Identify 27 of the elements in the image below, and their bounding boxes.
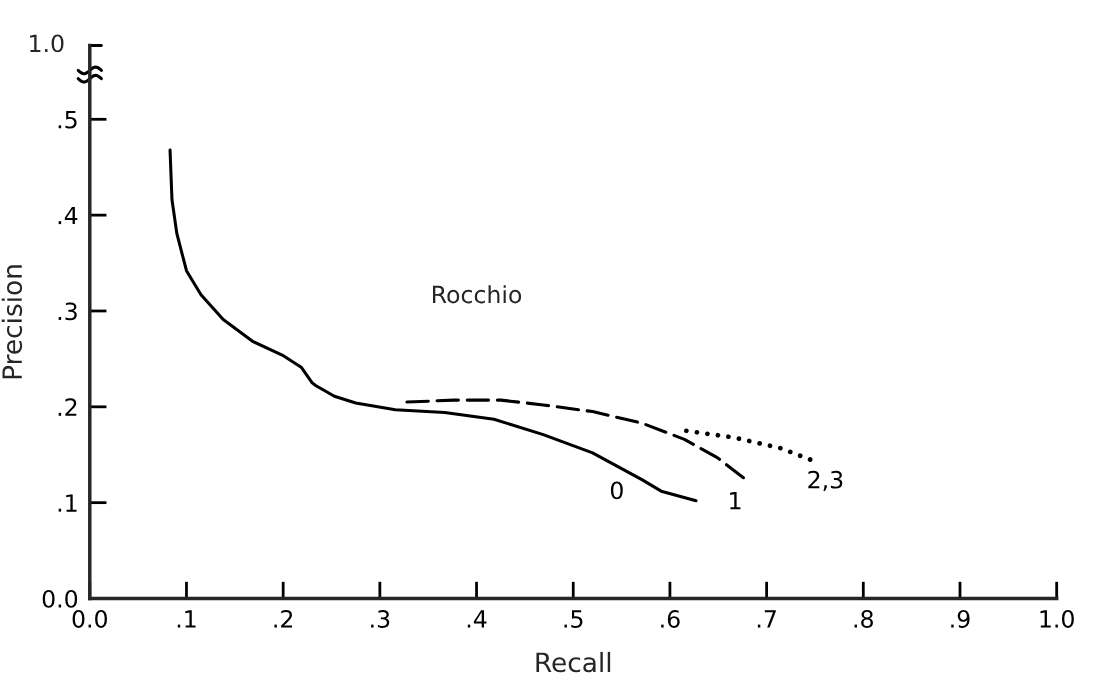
x-tick-label: 0.0: [72, 610, 107, 628]
y-tick-label: .1: [58, 494, 77, 512]
x-tick-label: .3: [371, 610, 390, 628]
y-tick-label: 0.0: [42, 589, 78, 608]
x-tick-label: .1: [177, 610, 196, 628]
series-label: 0: [610, 481, 623, 500]
y-tick-label: .3: [58, 302, 77, 321]
x-axis-title: Recall: [536, 651, 611, 673]
line-series: [168, 148, 698, 503]
series-label: 1: [730, 492, 741, 510]
line-series: [684, 428, 813, 462]
annotation: Rocchio: [433, 285, 522, 304]
y-tick-label: .5: [58, 111, 77, 129]
x-tick-label: .6: [661, 610, 680, 628]
y-tick-label: .4: [58, 206, 78, 225]
series-label: 2,3: [808, 470, 843, 492]
x-tick-label: .8: [854, 610, 873, 628]
x-tick-label: .5: [564, 610, 583, 628]
x-tick-label: .7: [757, 610, 776, 628]
y-tick-label: .2: [58, 398, 77, 416]
line-series: [405, 398, 745, 480]
x-tick-label: .2: [274, 610, 293, 628]
x-tick-label: 1.0: [1040, 610, 1074, 628]
x-tick-label: .4: [467, 610, 487, 628]
y-axis-title: Precision: [1, 265, 23, 379]
x-tick-label: .9: [951, 610, 970, 628]
text: 1.0: [30, 34, 64, 53]
